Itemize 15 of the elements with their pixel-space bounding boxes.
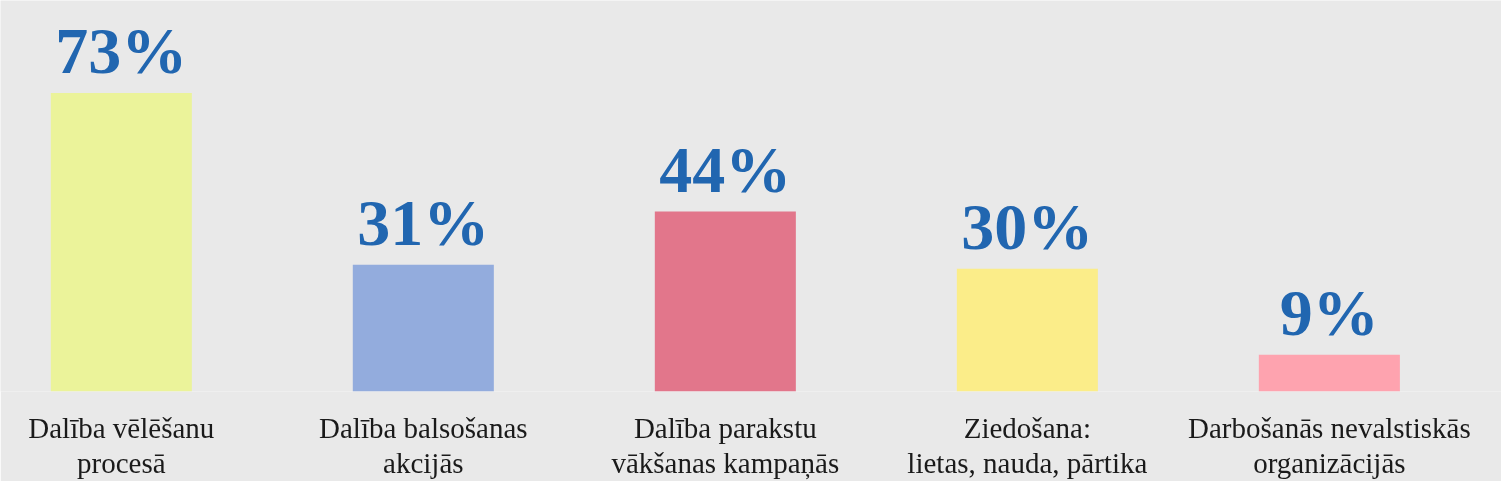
data-label: 73% <box>55 14 188 88</box>
bar <box>352 264 494 392</box>
bar <box>50 93 192 392</box>
data-label: 44% <box>659 132 792 206</box>
data-label: 30% <box>961 189 1094 263</box>
x-tick-label: Dalība balsošanas akcijās <box>319 411 528 479</box>
bar <box>956 268 1098 392</box>
x-tick-label: Ziedošana: lietas, nauda, pārtika <box>907 411 1148 479</box>
x-tick-label: Dalība parakstu vākšanas kampaņās <box>611 411 840 480</box>
bar <box>654 211 796 392</box>
data-label: 31% <box>357 185 490 259</box>
data-label: 9% <box>1279 275 1379 349</box>
x-tick-label: Darbošanās nevalstiskās organizācijās <box>1188 411 1471 479</box>
x-tick-label: Dalība vēlēšanu procesā <box>28 411 215 479</box>
bar <box>1258 354 1400 392</box>
